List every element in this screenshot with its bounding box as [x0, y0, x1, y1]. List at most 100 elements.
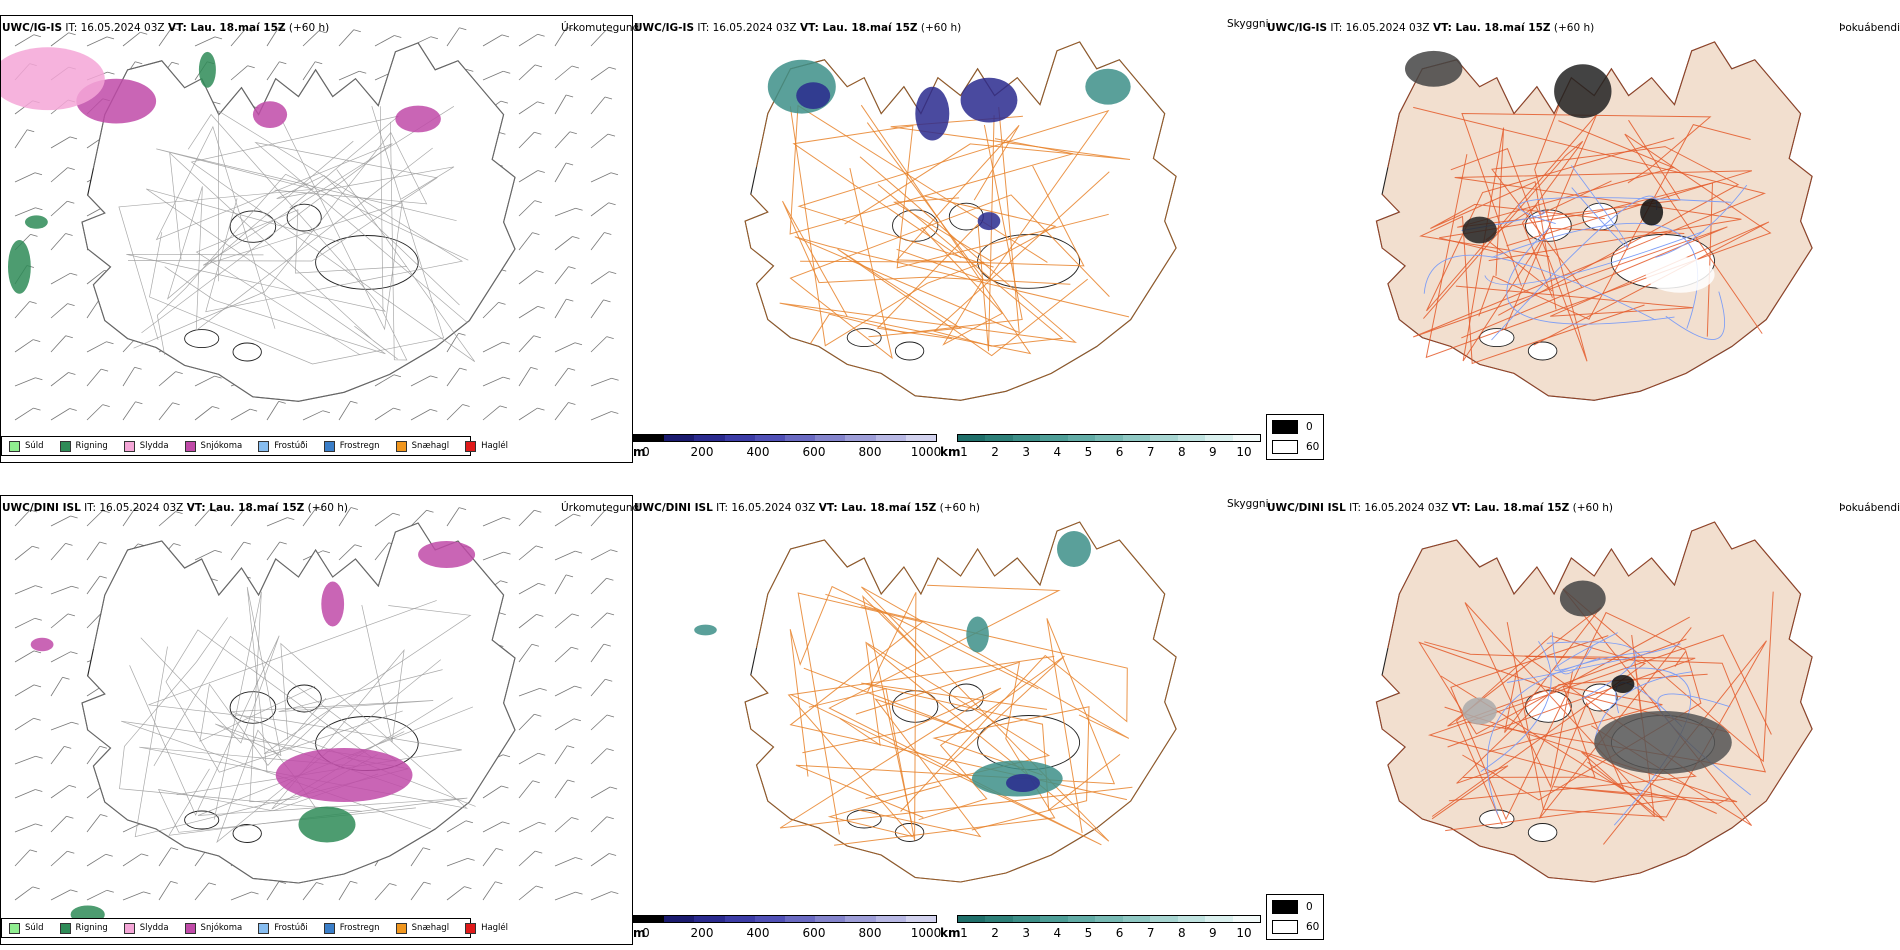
field-patch — [1554, 64, 1612, 119]
wind-barb-flag — [609, 271, 617, 274]
road-line — [1562, 588, 1774, 827]
init-time: IT: 16.05.2024 03Z — [84, 502, 184, 514]
road-network — [1375, 41, 1813, 401]
wind-barb — [374, 542, 390, 561]
legend-label: Súld — [25, 923, 44, 933]
wind-barb — [230, 891, 252, 901]
wind-barb-flag — [100, 368, 109, 372]
wind-barb-flag — [35, 585, 43, 588]
wind-barb-flag — [503, 517, 511, 520]
precip-type-map-top: Súld Rigning Slydda Snjókoma Frostúði Fr… — [0, 15, 633, 463]
wind-barb-flag — [392, 512, 401, 516]
wind-barb — [554, 65, 573, 81]
road-network — [1375, 521, 1813, 883]
wind-barb-flag — [68, 785, 77, 788]
wind-barb — [410, 881, 425, 901]
wind-barb-flag — [575, 207, 583, 211]
wind-barb-flag — [575, 891, 583, 895]
unit-m: m — [633, 926, 646, 940]
precip-type-legend: Súld Rigning Slydda Snjókoma Frostúði Fr… — [1, 436, 508, 456]
wind-barb-flag — [244, 508, 252, 512]
legend-label: Snjókoma — [200, 923, 243, 933]
wind-barb — [338, 401, 351, 421]
wind-barb — [446, 404, 463, 421]
wind-barb-flag — [35, 823, 43, 827]
colorbar-tick-label: 5 — [1084, 445, 1093, 459]
drizzle-swatch — [9, 440, 20, 452]
road-line — [129, 635, 280, 816]
iceland-map — [1375, 521, 1813, 883]
wind-barb — [14, 684, 35, 697]
model-name: UWC/IG-IS — [1267, 22, 1328, 34]
wind-barb — [518, 545, 537, 561]
wind-barb — [554, 550, 576, 561]
road-line — [169, 152, 398, 360]
wind-barb — [86, 404, 103, 421]
wind-barb — [50, 721, 72, 731]
wind-barb — [50, 136, 71, 149]
colorbar-tick-label: 1 — [960, 926, 968, 940]
wind-barb — [482, 821, 503, 833]
wind-barb-flag — [423, 881, 431, 885]
colorbar-segment — [785, 435, 816, 441]
colorbar-tick-label: 4 — [1053, 445, 1062, 459]
wind-barb-flag — [608, 853, 617, 856]
road-line — [789, 106, 985, 347]
wind-barb-flag — [534, 713, 542, 717]
wind-barb-flag — [107, 71, 115, 75]
fog-map-bottom — [1263, 495, 1900, 945]
colorbar-segment — [875, 435, 906, 441]
panel-header: UWC/DINI ISL IT: 16.05.2024 03Z VT: Lau.… — [1267, 502, 1613, 514]
wind-barb — [50, 816, 67, 833]
colorbar-segment — [815, 435, 846, 441]
visibility-m-colorbar — [633, 434, 937, 442]
wind-barb — [86, 814, 101, 833]
colorbar-segment — [785, 916, 816, 922]
wind-barb — [86, 889, 107, 901]
wind-barb-flag — [106, 889, 114, 893]
road-line — [866, 122, 1004, 346]
wind-barb-flag — [29, 849, 38, 853]
road-line — [779, 104, 1077, 355]
iceland-map — [1375, 41, 1813, 401]
wind-barb — [122, 401, 136, 421]
wind-barb-flag — [503, 70, 511, 74]
road-line — [156, 173, 469, 355]
valid-time: VT: Lau. 18.maí 15Z — [1432, 22, 1551, 34]
legend-label: Frostregn — [339, 923, 380, 933]
river-line — [1613, 667, 1692, 826]
road-line — [146, 188, 386, 355]
road-line — [896, 124, 1085, 267]
wind-barb-flag — [537, 101, 545, 105]
river-line — [1665, 291, 1726, 341]
field-patch — [8, 240, 31, 294]
lead-time: (+60 h) — [939, 502, 980, 514]
wind-barb — [554, 236, 573, 251]
colorbar-tick-label: 400 — [746, 445, 770, 459]
road-line — [1413, 106, 1767, 339]
wind-barb-flag — [172, 402, 180, 406]
road-network — [744, 521, 1177, 883]
wind-barb — [518, 200, 535, 217]
wind-barb — [554, 266, 569, 285]
road-line — [1478, 124, 1751, 320]
wind-barb-flag — [459, 367, 467, 371]
river-line — [1487, 650, 1651, 815]
wind-barb-flag — [458, 332, 466, 336]
visibility-m-colorbar — [633, 915, 937, 923]
visibility-m-ticks: 0 200 400 600 800 1000 — [642, 445, 941, 459]
wind-barb-flag — [498, 612, 506, 615]
field-patch — [1645, 256, 1715, 293]
wind-barb-flag — [141, 853, 149, 857]
iceland-map — [14, 507, 619, 924]
lead-time: (+60 h) — [920, 22, 962, 34]
wind-barb — [482, 34, 503, 47]
init-time: IT: 16.05.2024 03Z — [1349, 502, 1449, 514]
colorbar-tick-label: 5 — [1084, 926, 1093, 940]
lead-time: (+60 h) — [1553, 22, 1595, 34]
freezing-rain-swatch — [323, 440, 335, 452]
panel-title-precip: Úrkomutegund — [561, 502, 640, 514]
wind-barb — [590, 202, 609, 217]
wind-barb-flag — [537, 170, 545, 173]
wind-barb — [50, 372, 69, 387]
